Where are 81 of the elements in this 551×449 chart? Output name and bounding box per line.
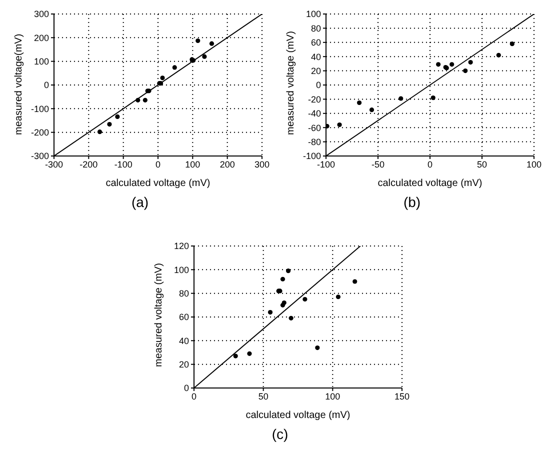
point: [280, 276, 286, 282]
point: [136, 98, 140, 102]
text: (b): [402, 194, 422, 210]
y-tick-label: -20: [308, 94, 321, 104]
point: [288, 316, 294, 320]
y-tick-label: 80: [178, 288, 189, 299]
y-tick-label: 20: [178, 360, 189, 370]
point: [97, 130, 102, 134]
y-tick-label: -300: [30, 151, 49, 162]
point: [436, 62, 441, 67]
point: [352, 279, 358, 284]
y-tick-label: 0: [44, 80, 49, 90]
y-tick-label: -40: [308, 108, 321, 119]
y-tick-label: 20: [310, 66, 321, 76]
y-tick-label: 300: [34, 9, 49, 20]
x-tick-label: 50: [476, 159, 488, 170]
point: [196, 38, 200, 44]
x-tick-label: 150: [394, 391, 410, 402]
y-tick-label: 80: [310, 23, 321, 34]
point: [107, 122, 112, 127]
point: [496, 52, 501, 58]
y-axis-title: measured voltage(mV): [14, 34, 25, 135]
y-tick-label: 100: [34, 56, 49, 67]
point: [463, 68, 468, 74]
point: [209, 41, 214, 46]
point: [142, 98, 148, 102]
x-axis-title: calculated voltage (mV): [246, 410, 350, 421]
y-axis-title: measured voltage (mV): [154, 263, 165, 367]
point: [369, 108, 374, 112]
x-tick-label: 200: [220, 159, 235, 170]
y-tick-label: -80: [308, 136, 321, 147]
point: [326, 124, 330, 128]
point: [468, 60, 473, 65]
point: [356, 100, 362, 106]
y-tick-label: 200: [34, 32, 49, 43]
x-tick-label: -200: [80, 159, 98, 170]
x-axis-title: calculated voltage (mV): [106, 178, 210, 189]
point: [398, 96, 404, 101]
point: [450, 62, 454, 67]
point: [302, 296, 308, 302]
point: [337, 122, 342, 128]
y-tick-label: 40: [310, 52, 321, 62]
x-tick-label: 100: [325, 391, 340, 402]
y-tick-label: 120: [174, 241, 189, 252]
y-tick-label: 60: [178, 312, 189, 322]
text: (c): [270, 426, 290, 442]
x-tick-label: 100: [526, 159, 542, 170]
x-tick-label: 100: [185, 159, 200, 170]
point: [336, 294, 341, 300]
y-tick-label: 60: [310, 38, 321, 48]
point: [510, 42, 514, 46]
point: [233, 354, 238, 358]
x-tick-label: -100: [114, 159, 132, 170]
x-tick-label: -300: [44, 159, 64, 170]
y-tick-label: 100: [306, 9, 321, 20]
point: [202, 54, 207, 59]
point: [172, 65, 177, 70]
x-tick-label: 50: [258, 391, 268, 402]
y-tick-label: 40: [178, 336, 189, 346]
point: [315, 345, 320, 350]
y-tick-label: 0: [316, 80, 321, 90]
y-tick-label: 0: [184, 383, 189, 394]
x-tick-label: 300: [254, 159, 270, 170]
point: [286, 268, 291, 274]
text: (a): [130, 194, 150, 210]
x-axis-title: calculated voltage (mV): [378, 178, 482, 189]
x-tick-label: -50: [371, 159, 385, 170]
y-tick-label: 100: [174, 264, 189, 275]
y-tick-label: -60: [308, 122, 321, 133]
y-tick-label: -100: [30, 104, 49, 114]
point: [268, 310, 273, 315]
x-tick-label: 0: [155, 159, 161, 170]
y-tick-label: -200: [30, 128, 49, 138]
point: [160, 76, 165, 80]
y-tick-label: -100: [302, 151, 321, 162]
y-axis-title: measured voltage (mV): [286, 31, 297, 135]
point: [247, 351, 252, 356]
point: [430, 95, 436, 100]
x-tick-label: 0: [427, 159, 433, 170]
point: [115, 114, 120, 120]
x-tick-label: 0: [191, 391, 197, 402]
